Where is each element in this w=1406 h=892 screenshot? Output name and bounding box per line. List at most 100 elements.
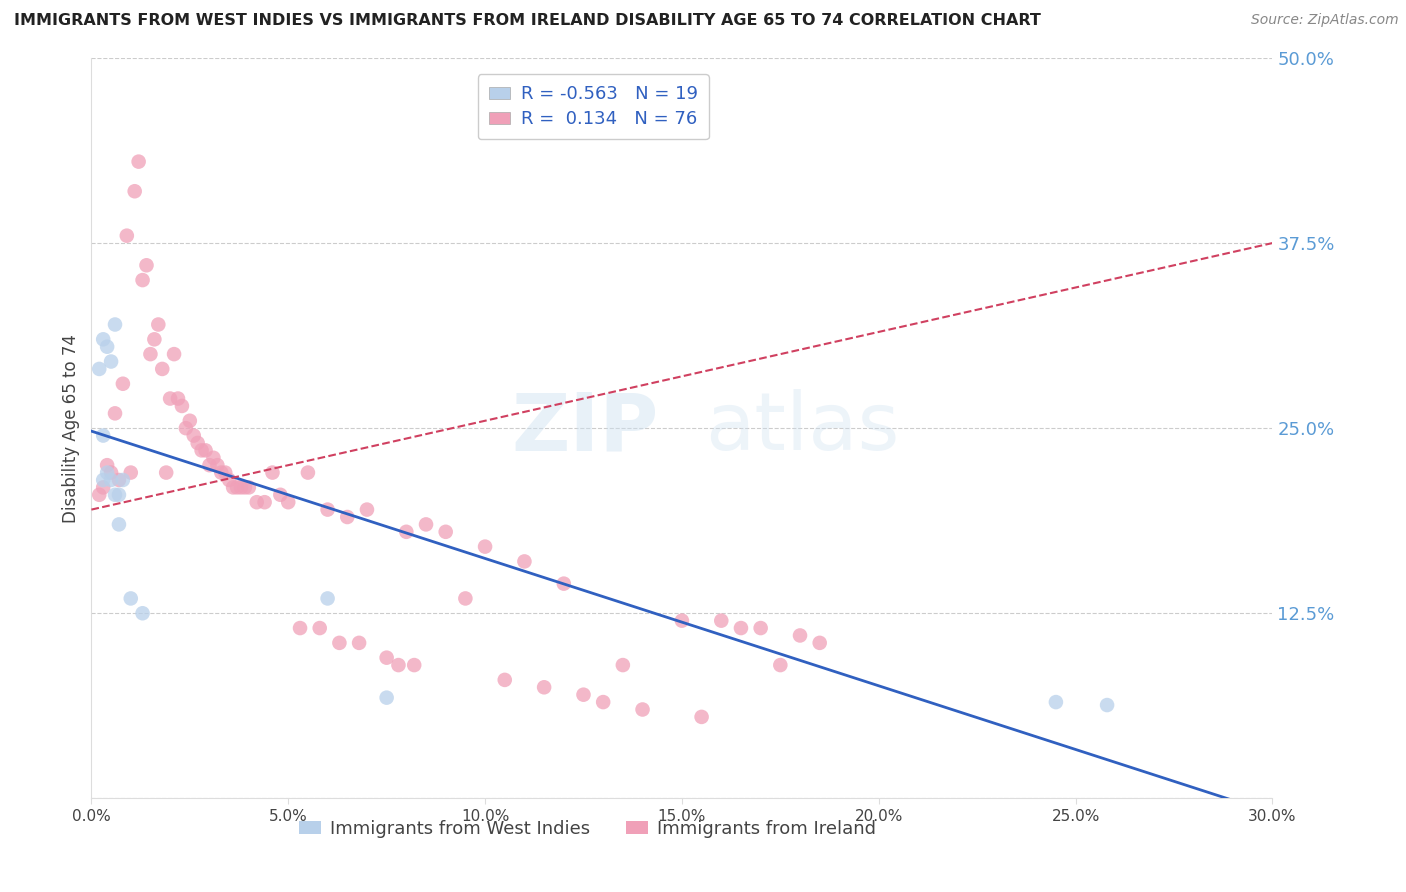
Point: [108, 517, 131, 532]
Point: [316, 502, 339, 516]
Point: [375, 690, 398, 705]
Point: [143, 332, 166, 346]
Point: [167, 392, 190, 406]
Point: [128, 154, 150, 169]
Point: [104, 406, 127, 420]
Point: [277, 495, 299, 509]
Point: [375, 650, 398, 665]
Point: [297, 466, 319, 480]
Point: [207, 458, 229, 473]
Point: [91, 480, 114, 494]
Point: [404, 658, 426, 673]
Point: [111, 376, 134, 391]
Point: [100, 354, 122, 368]
Point: [612, 658, 634, 673]
Point: [96, 466, 118, 480]
Point: [316, 591, 339, 606]
Point: [124, 184, 146, 198]
Point: [108, 488, 131, 502]
Point: [454, 591, 477, 606]
Point: [336, 510, 359, 524]
Point: [387, 658, 409, 673]
Point: [159, 392, 181, 406]
Point: [104, 488, 127, 502]
Point: [226, 480, 249, 494]
Point: [1045, 695, 1067, 709]
Point: [513, 554, 536, 568]
Point: [434, 524, 457, 539]
Point: [150, 362, 173, 376]
Point: [631, 702, 654, 716]
Point: [533, 680, 555, 694]
Point: [328, 636, 350, 650]
Point: [749, 621, 772, 635]
Point: [104, 318, 127, 332]
Point: [183, 428, 205, 442]
Point: [135, 258, 157, 272]
Point: [120, 591, 142, 606]
Text: ZIP: ZIP: [510, 389, 658, 467]
Point: [415, 517, 437, 532]
Point: [163, 347, 186, 361]
Point: [246, 495, 269, 509]
Point: [111, 473, 134, 487]
Point: [222, 480, 245, 494]
Point: [395, 524, 418, 539]
Point: [194, 443, 217, 458]
Point: [474, 540, 496, 554]
Point: [115, 228, 138, 243]
Point: [356, 502, 378, 516]
Point: [170, 399, 193, 413]
Point: [131, 607, 153, 621]
Point: [198, 458, 221, 473]
Point: [91, 332, 114, 346]
Point: [120, 466, 142, 480]
Point: [572, 688, 595, 702]
Point: [91, 473, 114, 487]
Point: [218, 473, 240, 487]
Point: [229, 480, 252, 494]
Point: [253, 495, 276, 509]
Point: [789, 628, 811, 642]
Point: [347, 636, 370, 650]
Point: [96, 458, 118, 473]
Point: [214, 466, 236, 480]
Point: [1095, 698, 1118, 712]
Point: [174, 421, 197, 435]
Point: [89, 488, 111, 502]
Point: [100, 473, 122, 487]
Point: [690, 710, 713, 724]
Point: [769, 658, 792, 673]
Point: [100, 466, 122, 480]
Point: [269, 488, 291, 502]
Point: [710, 614, 733, 628]
Point: [808, 636, 831, 650]
Point: [96, 340, 118, 354]
Point: [494, 673, 516, 687]
Point: [155, 466, 177, 480]
Point: [131, 273, 153, 287]
Point: [308, 621, 330, 635]
Point: [553, 576, 575, 591]
Point: [89, 362, 111, 376]
Point: [190, 443, 212, 458]
Text: Source: ZipAtlas.com: Source: ZipAtlas.com: [1251, 13, 1399, 28]
Point: [288, 621, 311, 635]
Point: [671, 614, 693, 628]
Text: atlas: atlas: [706, 389, 900, 467]
Point: [91, 428, 114, 442]
Point: [187, 436, 209, 450]
Point: [233, 480, 256, 494]
Point: [202, 450, 225, 465]
Point: [730, 621, 752, 635]
Point: [262, 466, 284, 480]
Point: [108, 473, 131, 487]
Point: [209, 466, 232, 480]
Text: IMMIGRANTS FROM WEST INDIES VS IMMIGRANTS FROM IRELAND DISABILITY AGE 65 TO 74 C: IMMIGRANTS FROM WEST INDIES VS IMMIGRANT…: [14, 13, 1040, 29]
Point: [148, 318, 170, 332]
Legend: Immigrants from West Indies, Immigrants from Ireland: Immigrants from West Indies, Immigrants …: [292, 813, 883, 845]
Point: [238, 480, 260, 494]
Point: [179, 414, 201, 428]
Point: [139, 347, 162, 361]
Y-axis label: Disability Age 65 to 74: Disability Age 65 to 74: [62, 334, 80, 523]
